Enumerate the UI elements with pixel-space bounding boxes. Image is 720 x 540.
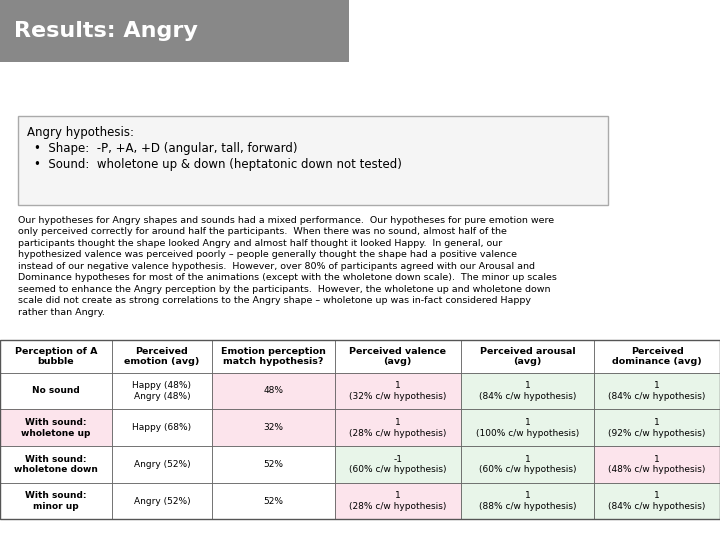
Text: 1
(84% c/w hypothesis): 1 (84% c/w hypothesis): [608, 381, 706, 401]
Bar: [335, 409, 461, 446]
Bar: [594, 340, 720, 373]
Text: Happy (48%)
Angry (48%): Happy (48%) Angry (48%): [132, 381, 192, 401]
Text: 1
(48% c/w hypothesis): 1 (48% c/w hypothesis): [608, 455, 706, 474]
Bar: [594, 446, 720, 483]
Bar: [335, 340, 461, 373]
Text: Emotion perception
match hypothesis?: Emotion perception match hypothesis?: [221, 347, 326, 366]
Text: Perceived
emotion (avg): Perceived emotion (avg): [125, 347, 199, 366]
Text: 52%: 52%: [264, 460, 284, 469]
Text: Perception of A
bubble: Perception of A bubble: [14, 347, 97, 366]
Bar: [112, 340, 212, 373]
Bar: [594, 483, 720, 519]
Bar: [0, 340, 720, 519]
Bar: [0, 409, 112, 446]
Text: 1
(88% c/w hypothesis): 1 (88% c/w hypothesis): [479, 491, 576, 511]
Text: Perceived arousal
(avg): Perceived arousal (avg): [480, 347, 575, 366]
Text: 1
(84% c/w hypothesis): 1 (84% c/w hypothesis): [608, 491, 706, 511]
Text: With sound:
wholetone down: With sound: wholetone down: [14, 455, 98, 474]
Text: 1
(92% c/w hypothesis): 1 (92% c/w hypothesis): [608, 418, 706, 437]
Text: 1
(28% c/w hypothesis): 1 (28% c/w hypothesis): [349, 491, 446, 511]
Bar: [461, 340, 594, 373]
Bar: [461, 483, 594, 519]
Bar: [0, 446, 112, 483]
Text: •  Sound:  wholetone up & down (heptatonic down not tested): • Sound: wholetone up & down (heptatonic…: [34, 158, 402, 171]
Bar: [212, 483, 335, 519]
Bar: [112, 446, 212, 483]
Text: 1
(60% c/w hypothesis): 1 (60% c/w hypothesis): [479, 455, 576, 474]
Text: 48%: 48%: [264, 387, 284, 395]
Text: No sound: No sound: [32, 387, 80, 395]
Bar: [0, 483, 112, 519]
Bar: [461, 409, 594, 446]
Bar: [212, 340, 335, 373]
Text: 1
(100% c/w hypothesis): 1 (100% c/w hypothesis): [476, 418, 579, 437]
Text: 32%: 32%: [264, 423, 284, 432]
Text: 52%: 52%: [264, 497, 284, 505]
Bar: [112, 409, 212, 446]
Bar: [112, 483, 212, 519]
FancyBboxPatch shape: [18, 116, 608, 205]
Text: Our hypotheses for Angry shapes and sounds had a mixed performance.  Our hypothe: Our hypotheses for Angry shapes and soun…: [18, 216, 557, 316]
Text: Angry (52%): Angry (52%): [134, 497, 190, 505]
Text: With sound:
minor up: With sound: minor up: [25, 491, 86, 511]
Text: Angry (52%): Angry (52%): [134, 460, 190, 469]
Bar: [0, 340, 112, 373]
Bar: [0, 0, 349, 62]
Bar: [212, 373, 335, 409]
Text: Perceived valence
(avg): Perceived valence (avg): [349, 347, 446, 366]
Text: •  Shape:  -P, +A, +D (angular, tall, forward): • Shape: -P, +A, +D (angular, tall, forw…: [34, 142, 297, 155]
Text: Angry hypothesis:: Angry hypothesis:: [27, 126, 134, 139]
Bar: [212, 446, 335, 483]
Bar: [594, 373, 720, 409]
Text: 1
(84% c/w hypothesis): 1 (84% c/w hypothesis): [479, 381, 576, 401]
Bar: [335, 373, 461, 409]
Text: Results: Angry: Results: Angry: [14, 21, 198, 41]
Bar: [0, 373, 112, 409]
Text: Perceived
dominance (avg): Perceived dominance (avg): [612, 347, 702, 366]
Text: Happy (68%): Happy (68%): [132, 423, 192, 432]
Text: -1
(60% c/w hypothesis): -1 (60% c/w hypothesis): [349, 455, 446, 474]
Bar: [594, 409, 720, 446]
Bar: [335, 446, 461, 483]
Bar: [461, 373, 594, 409]
Text: 1
(28% c/w hypothesis): 1 (28% c/w hypothesis): [349, 418, 446, 437]
Bar: [461, 446, 594, 483]
Bar: [335, 483, 461, 519]
Text: 1
(32% c/w hypothesis): 1 (32% c/w hypothesis): [349, 381, 446, 401]
Bar: [112, 373, 212, 409]
Text: With sound:
wholetone up: With sound: wholetone up: [21, 418, 91, 437]
Bar: [212, 409, 335, 446]
